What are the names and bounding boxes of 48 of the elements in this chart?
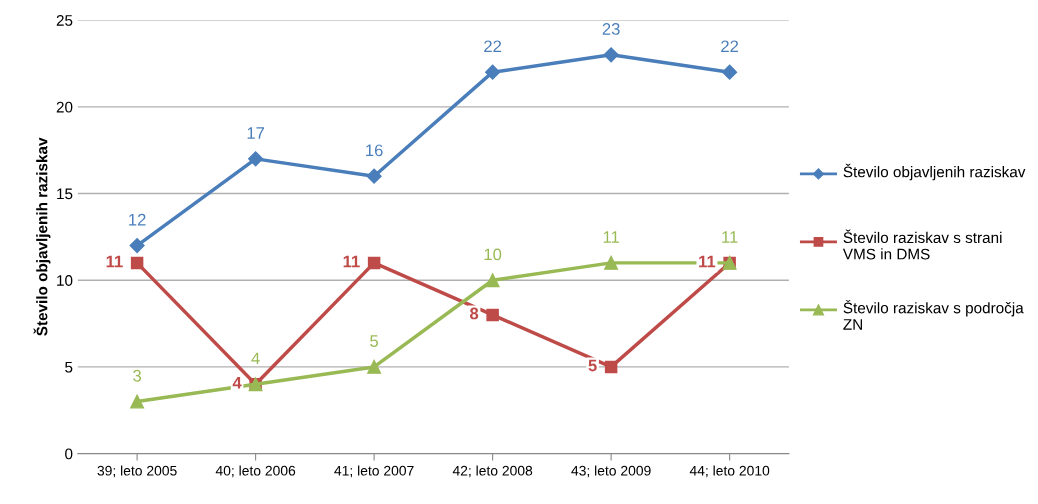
data-label: 8 [469,307,479,320]
x-tick-label: 39; leto 2005 [97,465,177,478]
y-tick-label: 10 [57,275,73,286]
y-tick-label: 20 [56,101,73,113]
y-tick-label: 25 [56,15,73,26]
point [603,47,619,63]
x-tick-label: 43; leto 2009 [571,465,651,478]
data-label: 3 [133,369,141,382]
x-tick-label: 40; leto 2006 [215,465,296,478]
legend-label: Število raziskav s strani VMS in DMS [842,229,1002,260]
data-label: 5 [370,335,379,347]
data-label: 11 [699,255,716,268]
x-tick-label: 41; leto 2007 [334,465,414,478]
y-tick-label: 15 [57,188,73,200]
data-label: 17 [247,127,265,139]
x-tick-label: 42; leto 2008 [452,465,533,478]
data-label: 4 [251,352,260,365]
point [367,359,382,374]
data-label: 5 [588,359,597,372]
point [248,151,264,167]
data-label: 11 [603,231,619,243]
data-label: 22 [484,40,502,53]
data-label: 11 [722,231,738,243]
data-label: 11 [343,255,360,268]
data-label: 16 [366,144,383,157]
legend-label: Število objavljenih raziskav [843,163,1026,181]
point [129,237,145,254]
y-axis-title: Število objavljenih raziskav [33,137,51,336]
point [486,308,499,322]
data-label: 22 [721,40,739,53]
point [722,64,738,80]
point [367,256,381,270]
data-label: 23 [602,23,620,35]
point [130,394,145,409]
y-tick-label: 0 [65,448,73,460]
point [366,168,382,184]
data-label: 10 [484,248,502,261]
legend-label: Število raziskav s področja ZN [843,299,1024,330]
data-label: 11 [106,255,123,268]
data-label: 12 [129,213,146,226]
data-label: 4 [232,377,242,389]
point [130,256,144,270]
point [485,64,501,80]
x-tick-label: 44; leto 2010 [689,465,770,478]
point [604,360,618,374]
point [604,255,619,270]
point [485,273,500,288]
y-tick-label: 5 [65,361,73,373]
